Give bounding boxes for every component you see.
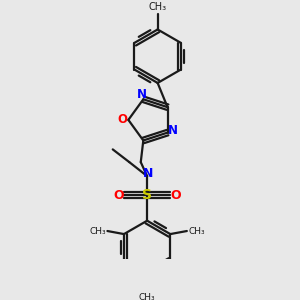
Text: O: O — [117, 113, 127, 126]
Text: CH₃: CH₃ — [139, 293, 155, 300]
Text: CH₃: CH₃ — [188, 226, 205, 236]
Text: S: S — [142, 188, 152, 202]
Text: N: N — [143, 167, 154, 180]
Text: N: N — [168, 124, 178, 137]
Text: N: N — [137, 88, 147, 101]
Text: CH₃: CH₃ — [89, 226, 106, 236]
Text: CH₃: CH₃ — [148, 2, 167, 12]
Text: O: O — [113, 189, 124, 202]
Text: O: O — [170, 189, 181, 202]
